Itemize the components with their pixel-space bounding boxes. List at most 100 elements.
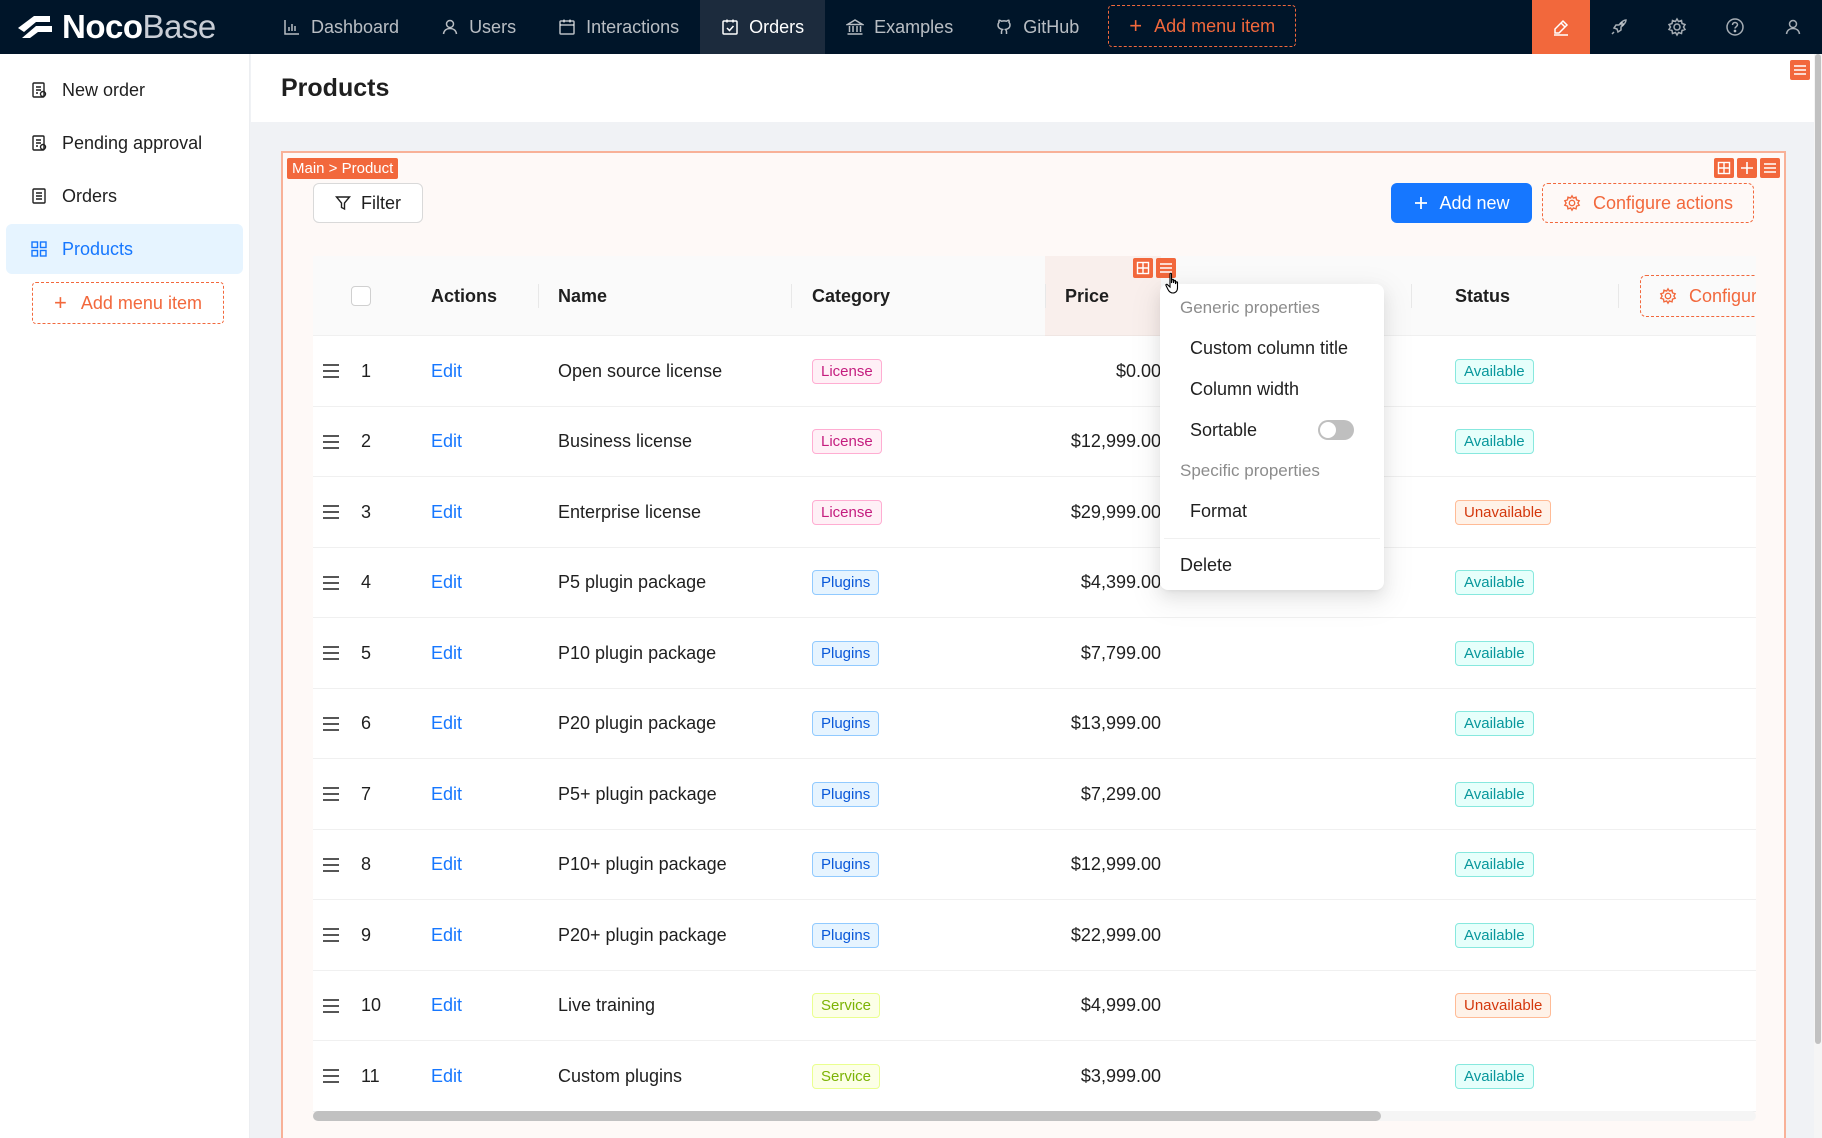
edit-link[interactable]: Edit	[431, 854, 463, 874]
plugin-manager-button[interactable]	[1590, 0, 1648, 54]
nav-item-interactions[interactable]: Interactions	[537, 0, 700, 54]
table-row[interactable]: 11 Edit Custom plugins Service $3,999.00…	[313, 1041, 1756, 1112]
delete-column-item[interactable]: Delete	[1180, 555, 1233, 575]
table-row[interactable]: 4 Edit P5 plugin package Plugins $4,399.…	[313, 547, 1756, 618]
product-name: P5 plugin package	[558, 572, 707, 592]
edit-link[interactable]: Edit	[431, 501, 463, 522]
page-title: Products	[281, 74, 390, 102]
page-settings-menu-icon[interactable]	[1790, 60, 1810, 80]
select-all-checkbox[interactable]	[351, 286, 371, 306]
toggle-knob	[1320, 422, 1336, 438]
row-drag-handle[interactable]	[321, 830, 341, 900]
configure-columns-button[interactable]: Configure columns	[1640, 275, 1756, 317]
table-row[interactable]: 10 Edit Live training Service $4,999.00 …	[313, 970, 1756, 1041]
row-number: 3	[361, 501, 372, 522]
block-menu-button[interactable]	[1760, 158, 1780, 178]
horizontal-scrollbar[interactable]	[313, 1111, 1756, 1121]
row-drag-handle[interactable]	[321, 548, 341, 618]
column-header-status[interactable]: Status	[1455, 285, 1511, 306]
row-drag-handle[interactable]	[321, 759, 341, 829]
row-drag-handle[interactable]	[321, 477, 341, 547]
settings-button[interactable]	[1648, 0, 1706, 54]
table-row[interactable]: 3 Edit Enterprise license License $29,99…	[313, 477, 1756, 548]
category-tag: License	[812, 499, 882, 525]
vertical-scrollbar-thumb[interactable]	[1815, 54, 1821, 1044]
sidebar-item-orders[interactable]: Orders	[6, 171, 243, 221]
status-cell: Available	[1455, 900, 1534, 970]
filter-icon	[335, 196, 351, 211]
column-drag-button[interactable]	[1133, 258, 1153, 278]
gear-icon	[1659, 287, 1677, 305]
block-toolbar	[1714, 158, 1780, 178]
configure-actions-button[interactable]: Configure actions	[1542, 183, 1754, 223]
drag-handle-icon	[323, 716, 339, 731]
column-width-item[interactable]: Column width	[1190, 379, 1300, 399]
format-item[interactable]: Format	[1190, 501, 1248, 521]
nav-item-users[interactable]: Users	[420, 0, 537, 54]
custom-column-title-item[interactable]: Custom column title	[1190, 338, 1349, 358]
product-name: Business license	[558, 431, 693, 451]
add-menu-item-button[interactable]: + Add menu item	[1108, 5, 1297, 47]
category-cell: Plugins	[812, 900, 880, 970]
edit-link[interactable]: Edit	[431, 995, 463, 1015]
drag-handle-button[interactable]	[1714, 158, 1734, 178]
row-drag-handle[interactable]	[321, 618, 341, 688]
product-name: P10 plugin package	[558, 642, 717, 663]
sidebar-add-menu-item-button[interactable]: + Add menu item	[32, 282, 224, 324]
row-drag-handle[interactable]	[321, 900, 341, 970]
page-vertical-scrollbar[interactable]	[1814, 54, 1822, 1138]
nav-item-github[interactable]: GitHub	[974, 0, 1100, 54]
edit-link[interactable]: Edit	[431, 431, 463, 451]
edit-link[interactable]: Edit	[431, 1065, 463, 1086]
add-new-button[interactable]: Add new	[1391, 183, 1532, 223]
table-row[interactable]: 9 Edit P20+ plugin package Plugins $22,9…	[313, 900, 1756, 971]
column-header-price[interactable]: Price	[1065, 285, 1110, 306]
edit-link[interactable]: Edit	[431, 572, 463, 592]
sidebar-item-new-order[interactable]: New order	[6, 65, 243, 115]
horizontal-scrollbar-thumb[interactable]	[313, 1111, 1381, 1121]
logo[interactable]: NocoBase	[0, 0, 262, 54]
category-tag: Plugins	[812, 570, 880, 595]
edit-link[interactable]: Edit	[431, 783, 463, 804]
row-drag-handle[interactable]	[321, 971, 341, 1041]
status-cell: Available	[1455, 407, 1534, 477]
row-drag-handle[interactable]	[321, 1041, 341, 1111]
top-right-toolbar	[1532, 0, 1822, 54]
edit-link[interactable]: Edit	[431, 360, 463, 381]
row-drag-handle[interactable]	[321, 336, 341, 406]
filter-button[interactable]: Filter	[313, 183, 423, 223]
column-header-name[interactable]: Name	[558, 285, 608, 306]
column-header-category[interactable]: Category	[812, 285, 891, 306]
status-badge: Available	[1455, 852, 1534, 877]
menu-divider	[1164, 538, 1380, 539]
status-badge: Available	[1455, 640, 1534, 666]
edit-link[interactable]: Edit	[431, 713, 463, 733]
edit-link[interactable]: Edit	[431, 924, 463, 945]
sortable-item[interactable]: Sortable	[1160, 410, 1384, 451]
row-drag-handle[interactable]	[321, 689, 341, 759]
nav-item-dashboard[interactable]: Dashboard	[262, 0, 420, 54]
sidebar-item-pending-approval[interactable]: Pending approval	[6, 118, 243, 168]
price-cell: $29,999.00	[1070, 501, 1161, 522]
table-row[interactable]: 5 Edit P10 plugin package Plugins $7,799…	[313, 618, 1756, 689]
sidebar-item-products[interactable]: Products	[6, 224, 243, 274]
help-button[interactable]	[1706, 0, 1764, 54]
user-account-button[interactable]	[1764, 0, 1822, 54]
nav-item-examples[interactable]: Examples	[825, 0, 974, 54]
sortable-toggle[interactable]	[1318, 420, 1354, 440]
table-row[interactable]: 6 Edit P20 plugin package Plugins $13,99…	[313, 688, 1756, 759]
table-row[interactable]: 8 Edit P10+ plugin package Plugins $12,9…	[313, 829, 1756, 900]
status-cell: Available	[1455, 1041, 1534, 1111]
table-row[interactable]: 2 Edit Business license License $12,999.…	[313, 406, 1756, 477]
row-number: 11	[361, 1065, 380, 1086]
rocket-icon	[1611, 19, 1627, 35]
table-row[interactable]: 7 Edit P5+ plugin package Plugins $7,299…	[313, 759, 1756, 830]
edit-link[interactable]: Edit	[431, 642, 463, 663]
add-block-button[interactable]	[1737, 158, 1757, 178]
table-row[interactable]: 1 Edit Open source license License $0.00…	[313, 336, 1756, 407]
column-separator	[791, 284, 792, 308]
row-drag-handle[interactable]	[321, 407, 341, 477]
nav-item-orders[interactable]: Orders	[700, 0, 826, 54]
ui-editor-button[interactable]	[1532, 0, 1590, 54]
product-name: Open source license	[558, 360, 723, 381]
